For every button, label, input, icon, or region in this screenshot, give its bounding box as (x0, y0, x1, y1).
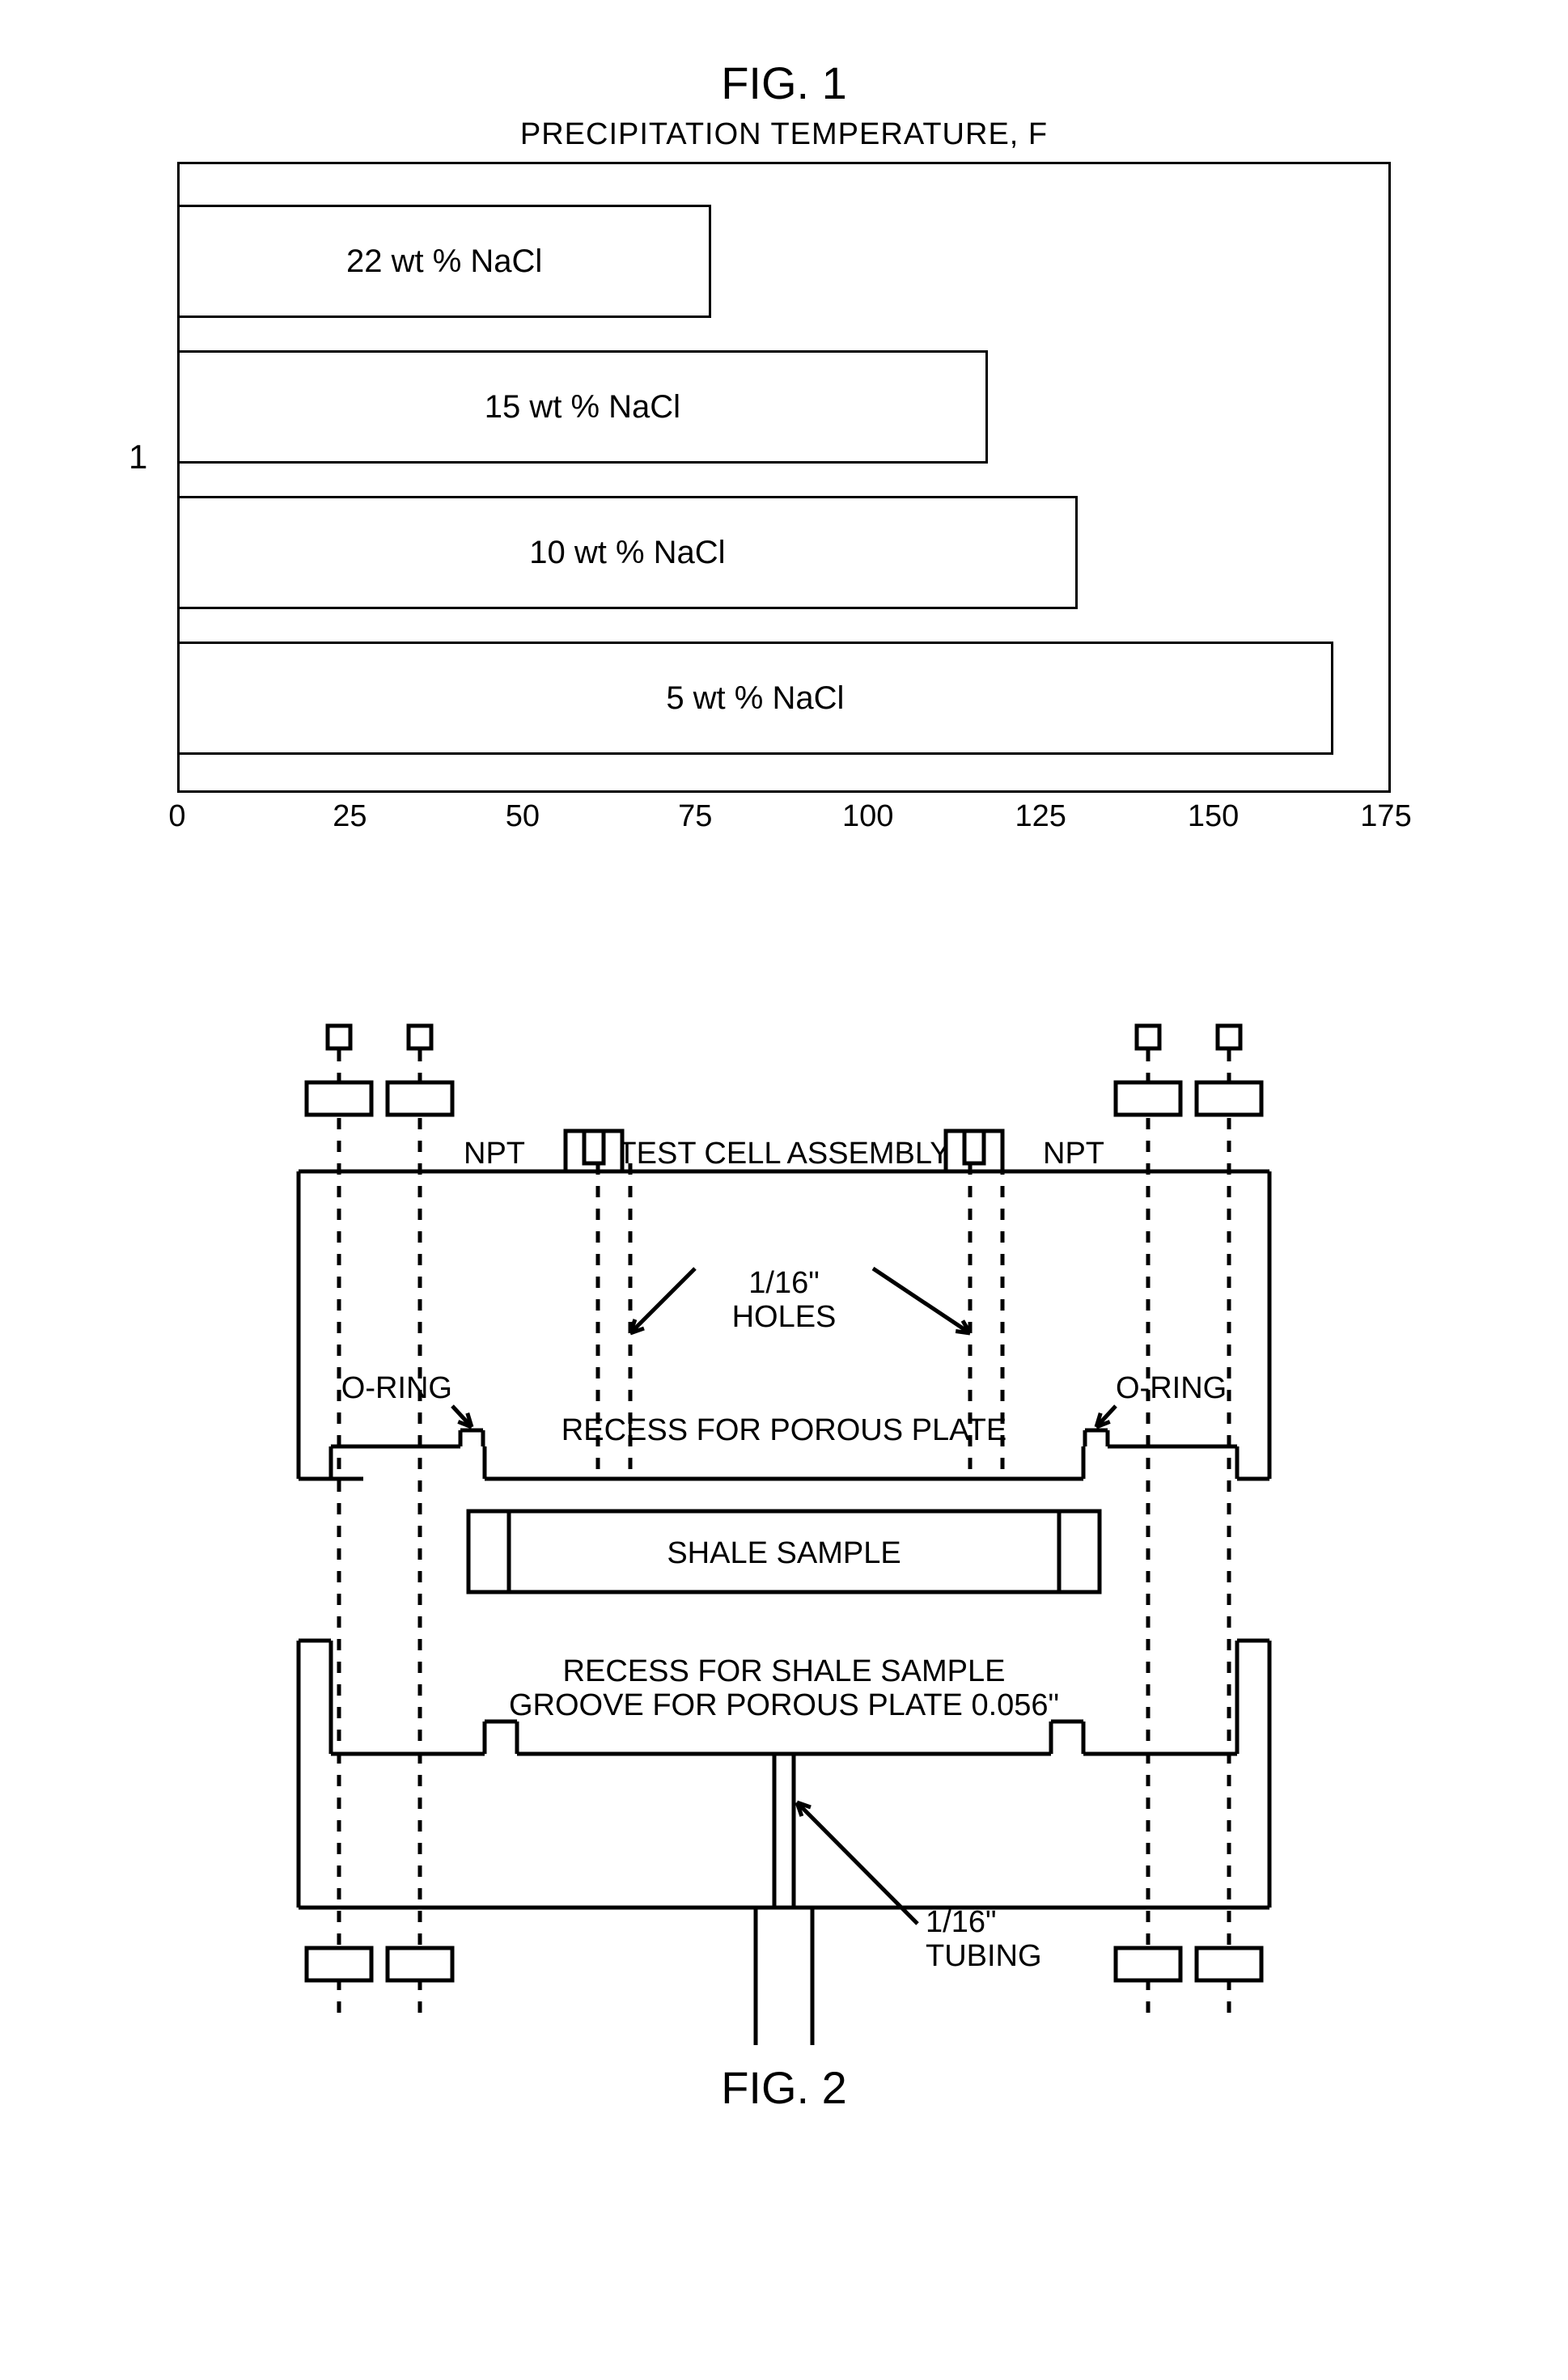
bar-15-wt-%-nacl: 15 wt % NaCl (180, 350, 988, 464)
x-tick-175: 175 (1360, 799, 1411, 834)
figure-1-chart: PRECIPITATION TEMPERATURE, F 1 22 wt % N… (177, 117, 1391, 848)
x-tick-150: 150 (1188, 799, 1239, 834)
svg-text:O-RING: O-RING (341, 1371, 452, 1405)
bar-5-wt-%-nacl: 5 wt % NaCl (180, 642, 1333, 755)
svg-text:GROOVE FOR POROUS PLATE 0.056": GROOVE FOR POROUS PLATE 0.056" (509, 1688, 1059, 1722)
x-axis: 0255075100125150175 (177, 799, 1391, 848)
svg-text:1/16": 1/16" (748, 1266, 819, 1300)
svg-text:O-RING: O-RING (1116, 1371, 1227, 1405)
test-cell-assembly-svg: TEST CELL ASSEMBLY NPT NPT O-RING O-RING 1/16… (177, 993, 1391, 2045)
svg-text:RECESS FOR SHALE SAMPLE: RECESS FOR SHALE SAMPLE (563, 1654, 1006, 1688)
chart-title: PRECIPITATION TEMPERATURE, F (177, 117, 1391, 152)
chart-frame: 22 wt % NaCl 15 wt % NaCl 10 wt % NaCl 5 wt… (177, 162, 1391, 793)
svg-text:NPT: NPT (1043, 1137, 1104, 1171)
bar-10-wt-%-nacl: 10 wt % NaCl (180, 496, 1078, 609)
x-tick-0: 0 (168, 799, 185, 834)
figure-2-diagram: TEST CELL ASSEMBLY NPT NPT O-RING O-RING 1/16… (177, 993, 1391, 2045)
svg-text:HOLES: HOLES (732, 1300, 837, 1334)
x-tick-25: 25 (333, 799, 367, 834)
x-tick-100: 100 (842, 799, 893, 834)
x-tick-75: 75 (678, 799, 712, 834)
figure-1-label: FIG. 1 (32, 57, 1536, 109)
bar-22-wt-%-nacl: 22 wt % NaCl (180, 205, 711, 318)
y-axis-label: 1 (129, 438, 147, 476)
svg-text:RECESS FOR POROUS PLATE: RECESS FOR POROUS PLATE (562, 1413, 1006, 1447)
x-tick-125: 125 (1015, 799, 1066, 834)
svg-text:TEST CELL ASSEMBLY: TEST CELL ASSEMBLY (617, 1137, 950, 1171)
svg-text:1/16": 1/16" (926, 1905, 996, 1939)
figure-2-label: FIG. 2 (32, 2061, 1536, 2114)
svg-text:SHALE SAMPLE: SHALE SAMPLE (667, 1536, 901, 1570)
svg-text:TUBING: TUBING (926, 1939, 1042, 1973)
x-tick-50: 50 (506, 799, 540, 834)
svg-text:NPT: NPT (464, 1137, 525, 1171)
